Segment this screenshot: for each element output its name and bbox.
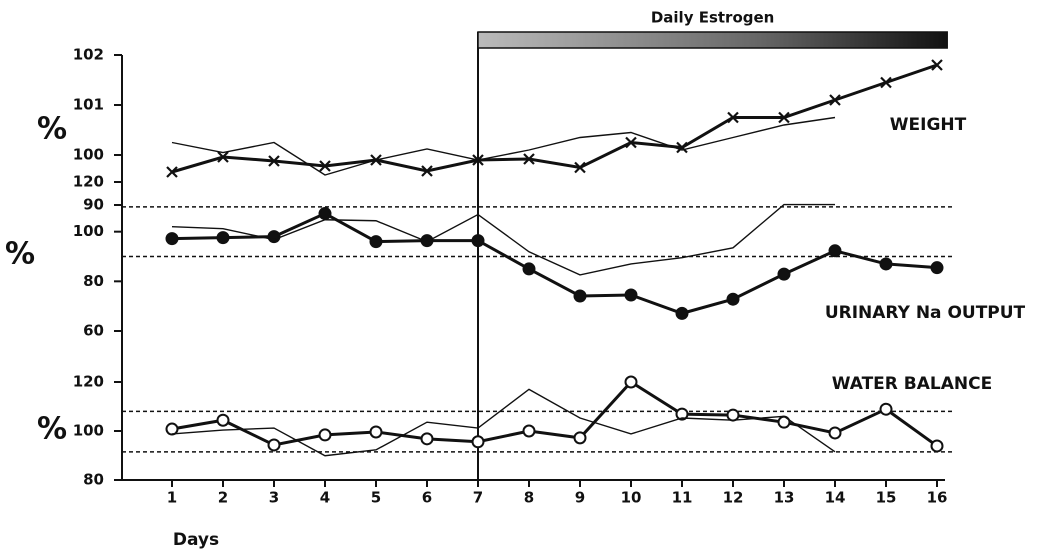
x-tick-label: 2	[218, 489, 228, 507]
point	[880, 76, 892, 89]
x-tick-label: 11	[672, 489, 693, 507]
point	[166, 166, 178, 178]
y-tick-label: 100	[73, 222, 104, 240]
point	[777, 267, 791, 281]
point	[879, 257, 893, 271]
point	[828, 426, 842, 440]
point	[726, 292, 740, 306]
point	[625, 136, 637, 149]
point	[573, 289, 587, 303]
x-tick-label: 15	[876, 489, 897, 507]
x-tick-label: 10	[621, 489, 642, 507]
point	[318, 207, 332, 221]
point	[522, 262, 536, 276]
point	[165, 232, 179, 246]
x-tick-label: 5	[371, 489, 381, 507]
point	[624, 375, 638, 389]
x-tick-label: 8	[524, 489, 534, 507]
point	[369, 425, 383, 439]
series-line	[171, 116, 836, 176]
point	[369, 235, 383, 249]
x-tick-label: 16	[927, 489, 948, 507]
point	[624, 288, 638, 302]
point	[727, 111, 739, 124]
point	[573, 431, 587, 445]
y-tick-label: 120	[73, 173, 104, 191]
point	[216, 231, 230, 245]
panel-label: URINARY Na OUTPUT	[825, 303, 1026, 323]
point	[778, 111, 790, 124]
x-tick-label: 1	[167, 489, 177, 507]
point	[930, 439, 944, 453]
y-axis-label: %	[37, 412, 67, 447]
point	[522, 424, 536, 438]
x-tick-label: 13	[774, 489, 795, 507]
y-tick-label: 90	[83, 196, 104, 214]
estrogen-bar	[477, 31, 948, 49]
point	[318, 428, 332, 442]
x-tick-label: 4	[320, 489, 330, 507]
y-tick-label: 100	[73, 422, 104, 440]
point	[828, 244, 842, 258]
point	[267, 230, 281, 244]
series-line	[171, 211, 938, 315]
x-tick-label: 14	[825, 489, 846, 507]
x-tick-label: 6	[422, 489, 432, 507]
series-line	[171, 380, 938, 448]
series-line	[171, 203, 835, 276]
point	[421, 165, 433, 177]
point	[574, 161, 586, 174]
point	[216, 413, 230, 427]
x-tick-label: 3	[269, 489, 279, 507]
y-tick-label: 80	[83, 272, 104, 290]
point	[930, 261, 944, 275]
point	[675, 407, 689, 421]
point	[523, 153, 535, 165]
point	[675, 306, 689, 320]
series-line	[171, 388, 836, 457]
point	[319, 160, 331, 172]
point	[879, 402, 893, 416]
x-axis-label: Days	[173, 530, 219, 550]
y-axis-label: %	[37, 112, 67, 147]
y-tick-label: 101	[73, 96, 104, 114]
y-axis-label: %	[5, 237, 35, 272]
point	[726, 408, 740, 422]
point	[267, 438, 281, 452]
panel-label: WATER BALANCE	[832, 374, 992, 394]
y-tick-label: 60	[83, 322, 104, 340]
point	[676, 141, 688, 154]
point	[268, 155, 280, 167]
x-tick-label: 9	[575, 489, 585, 507]
point	[931, 59, 943, 71]
point	[471, 234, 485, 248]
point	[829, 94, 841, 106]
panel-label: WEIGHT	[890, 115, 967, 135]
point	[471, 435, 485, 449]
point	[217, 151, 229, 163]
y-tick-label: 100	[73, 146, 104, 164]
y-tick-label: 120	[73, 373, 104, 391]
x-tick-label: 7	[473, 489, 483, 507]
y-tick-label: 102	[73, 46, 104, 64]
point	[420, 432, 434, 446]
point	[165, 422, 179, 436]
annotation-text: Daily Estrogen	[651, 9, 775, 27]
point	[420, 234, 434, 248]
x-tick-label: 12	[723, 489, 744, 507]
y-tick-label: 80	[83, 471, 104, 489]
series-line	[171, 63, 938, 174]
